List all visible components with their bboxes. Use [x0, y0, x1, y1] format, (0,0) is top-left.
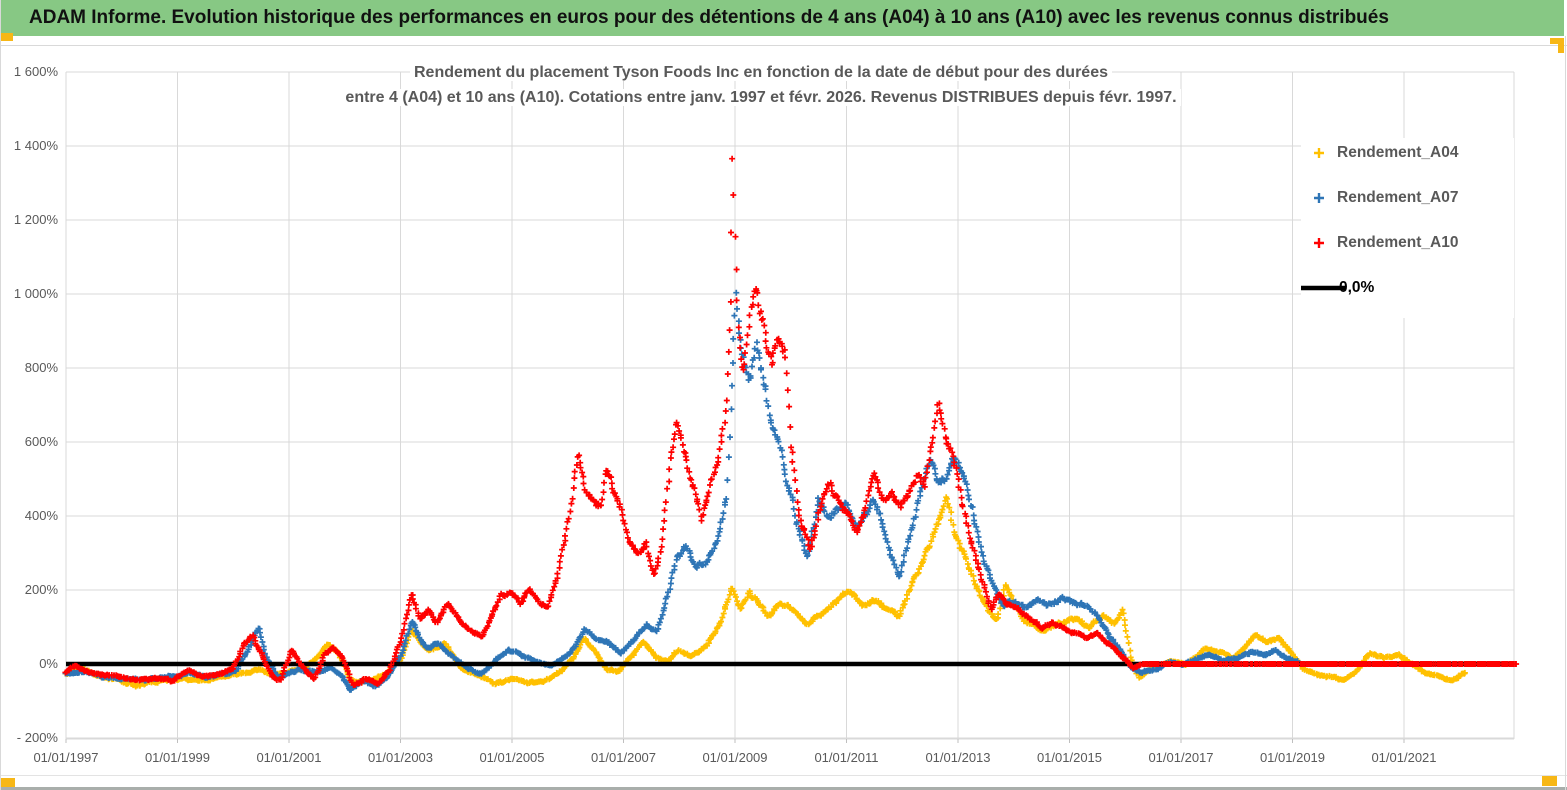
y-axis-tick-label: 0%	[39, 656, 58, 671]
row-divider	[1, 45, 1567, 46]
series-Rendement_A10	[62, 155, 1520, 688]
y-axis-tick-label: - 200%	[16, 730, 58, 745]
y-axis-tick-label: 1 000%	[13, 286, 58, 301]
x-axis-tick-label: 01/01/2001	[256, 750, 322, 765]
x-axis-tick-label: 01/01/1999	[144, 750, 211, 765]
x-axis-tick-label: 01/01/2019	[1259, 750, 1326, 765]
selection-handle-bottom-right[interactable]	[1542, 776, 1557, 786]
window-bottom-border	[1, 787, 1567, 790]
sheet-bottom-line	[1, 775, 1567, 776]
legend-plus-marker	[1301, 191, 1337, 205]
y-axis-tick-label: 200%	[24, 582, 58, 597]
y-axis-tick-label: 1 200%	[13, 212, 58, 227]
x-axis-tick-label: 01/01/2017	[1148, 750, 1214, 765]
sheet-right-line	[1565, 36, 1566, 790]
selection-handle-top-left[interactable]	[1, 33, 13, 41]
chart-legend[interactable]: Rendement_A04 Rendement_A07 Rendement_A10 0…	[1301, 138, 1514, 318]
x-axis-tick-label: 01/01/2005	[479, 750, 545, 765]
y-axis-tick-label: 800%	[24, 360, 58, 375]
x-axis-tick-label: 01/01/1997	[33, 750, 99, 765]
y-axis-tick-label: 1 400%	[13, 138, 58, 153]
legend-plus-marker	[1301, 146, 1337, 160]
y-axis-tick-label: 1 600%	[13, 64, 58, 79]
legend-label: Rendement_A10	[1337, 234, 1459, 251]
legend-item-Rendement_A04[interactable]: Rendement_A04	[1301, 138, 1514, 168]
legend-label: 0,0%	[1339, 279, 1375, 296]
chart-title: Rendement du placement Tyson Foods Inc e…	[161, 60, 1361, 110]
selection-handle-top-right-v[interactable]	[1558, 38, 1564, 53]
x-axis-tick-label: 01/01/2007	[590, 750, 657, 765]
header-banner: ADAM Informe. Evolution historique des p…	[1, 0, 1564, 36]
x-axis-tick-label: 01/01/2013	[925, 750, 991, 765]
selection-handle-top-right[interactable]	[1550, 38, 1564, 44]
legend-line-swatch	[1301, 284, 1345, 292]
legend-label: Rendement_A04	[1337, 144, 1459, 161]
y-axis-tick-label: 600%	[24, 434, 58, 449]
x-axis-tick-label: 01/01/2021	[1371, 750, 1437, 765]
x-axis-tick-label: 01/01/2011	[814, 750, 879, 765]
legend-item-Rendement_A07[interactable]: Rendement_A07	[1301, 183, 1514, 213]
chart-title-line1: Rendement du placement Tyson Foods Inc e…	[409, 64, 1112, 81]
series-Rendement_A07	[62, 289, 1301, 693]
x-axis-tick-label: 01/01/2003	[367, 750, 434, 765]
series-Rendement_A04	[62, 494, 1468, 690]
x-axis-tick-label: 01/01/2015	[1036, 750, 1103, 765]
selection-handle-bottom-left[interactable]	[1, 778, 15, 787]
legend-label: Rendement_A07	[1337, 189, 1459, 206]
chart-title-line2: entre 4 (A04) et 10 ans (A10). Cotations…	[341, 89, 1181, 106]
x-axis-tick-label: 01/01/2009	[702, 750, 768, 765]
header-banner-title: ADAM Informe. Evolution historique des p…	[29, 7, 1389, 28]
y-axis-tick-label: 400%	[24, 508, 58, 523]
legend-item-Rendement_A10[interactable]: Rendement_A10	[1301, 228, 1514, 258]
legend-item-0,0%[interactable]: 0,0%	[1301, 273, 1514, 303]
legend-plus-marker	[1301, 236, 1337, 250]
